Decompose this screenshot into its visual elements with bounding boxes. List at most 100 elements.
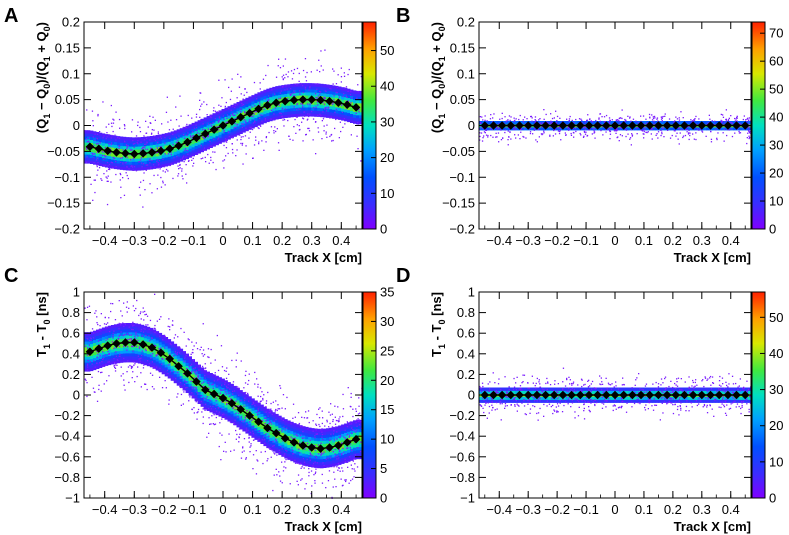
- outlier-point: [573, 132, 575, 134]
- outlier-point: [157, 174, 159, 176]
- density-cell: [284, 111, 288, 115]
- density-cell: [113, 141, 118, 146]
- outlier-point: [140, 162, 143, 164]
- density-cell: [200, 379, 204, 383]
- density-cell: [263, 95, 267, 100]
- outlier-point: [335, 108, 338, 111]
- density-cell: [152, 338, 157, 342]
- outlier-point: [315, 433, 317, 435]
- density-cell: [206, 401, 210, 405]
- density-cell: [203, 382, 207, 386]
- density-cell: [326, 455, 330, 459]
- density-cell: [90, 352, 94, 357]
- outlier-point: [86, 363, 89, 365]
- outlier-point: [103, 323, 106, 325]
- density-cell: [257, 411, 261, 415]
- density-cell: [317, 434, 321, 439]
- outlier-point: [232, 114, 235, 117]
- outlier-point: [175, 136, 178, 139]
- density-cell: [128, 329, 133, 333]
- density-cell: [140, 158, 145, 162]
- density-cell: [329, 436, 333, 441]
- density-cell: [320, 449, 324, 454]
- outlier-point: [144, 148, 146, 150]
- outlier-point: [279, 387, 282, 389]
- outlier-point: [244, 112, 246, 114]
- density-cell: [224, 383, 228, 387]
- outlier-point: [320, 50, 322, 52]
- density-cell: [98, 159, 103, 164]
- density-cell: [257, 101, 261, 105]
- density-cell: [215, 111, 219, 116]
- density-cell: [98, 340, 103, 344]
- outlier-point: [218, 413, 220, 415]
- density-cell: [104, 329, 109, 333]
- x-tick-label: 0.4: [722, 233, 740, 248]
- outlier-point: [615, 128, 618, 131]
- density-cell: [278, 430, 282, 435]
- density-cell: [119, 157, 124, 161]
- density-cell: [119, 326, 124, 330]
- outlier-point: [132, 371, 134, 373]
- y-tick-label: −0.2: [54, 222, 80, 237]
- outlier-point: [200, 400, 202, 403]
- density-cell: [353, 423, 357, 427]
- density-cell: [131, 326, 136, 330]
- density-cell: [248, 408, 252, 412]
- density-cell: [323, 464, 327, 468]
- outlier-point: [668, 118, 671, 120]
- density-cell: [314, 452, 318, 456]
- density-cell: [107, 361, 112, 366]
- density-cell: [84, 133, 88, 137]
- density-cell: [260, 434, 264, 438]
- density-cell: [290, 83, 294, 88]
- density-cell: [514, 121, 519, 125]
- density-cell: [287, 87, 291, 91]
- density-cell: [359, 90, 363, 95]
- density-cell: [239, 100, 243, 104]
- outlier-point: [507, 130, 509, 132]
- outlier-point: [539, 122, 541, 124]
- density-cell: [574, 121, 578, 125]
- outlier-point: [255, 139, 257, 141]
- density-cell: [281, 444, 285, 448]
- density-cell: [161, 361, 166, 366]
- outlier-point: [245, 120, 247, 122]
- density-cell: [305, 101, 309, 105]
- outlier-point: [276, 128, 278, 130]
- density-cell: [158, 335, 163, 340]
- density-cell: [287, 429, 291, 433]
- density-cell: [305, 89, 309, 93]
- outlier-point: [210, 423, 212, 425]
- density-cell: [90, 130, 94, 134]
- density-cell: [161, 343, 166, 348]
- density-cell: [269, 111, 273, 116]
- outlier-point: [259, 400, 261, 403]
- outlier-point: [242, 136, 244, 138]
- density-cell: [212, 143, 216, 147]
- outlier-point: [106, 161, 109, 164]
- density-cell: [221, 381, 225, 385]
- outlier-point: [686, 126, 689, 128]
- outlier-point: [684, 134, 687, 137]
- density-cell: [293, 432, 297, 436]
- density-cell: [284, 431, 288, 435]
- density-cell: [290, 430, 294, 435]
- density-cell: [353, 102, 357, 106]
- outlier-point: [85, 379, 87, 382]
- density-cell: [203, 147, 207, 151]
- outlier-point: [360, 421, 362, 423]
- outlier-point: [85, 161, 88, 163]
- density-cell: [128, 146, 133, 150]
- density-cell: [263, 107, 267, 112]
- outlier-point: [241, 104, 243, 106]
- outlier-point: [196, 348, 199, 350]
- outlier-point: [640, 115, 642, 117]
- outlier-point: [256, 459, 258, 461]
- outlier-point: [321, 473, 323, 476]
- profile-point: [227, 117, 237, 126]
- density-cell: [320, 101, 324, 106]
- density-cell: [299, 104, 303, 108]
- outlier-point: [282, 394, 285, 396]
- density-cell: [505, 121, 510, 125]
